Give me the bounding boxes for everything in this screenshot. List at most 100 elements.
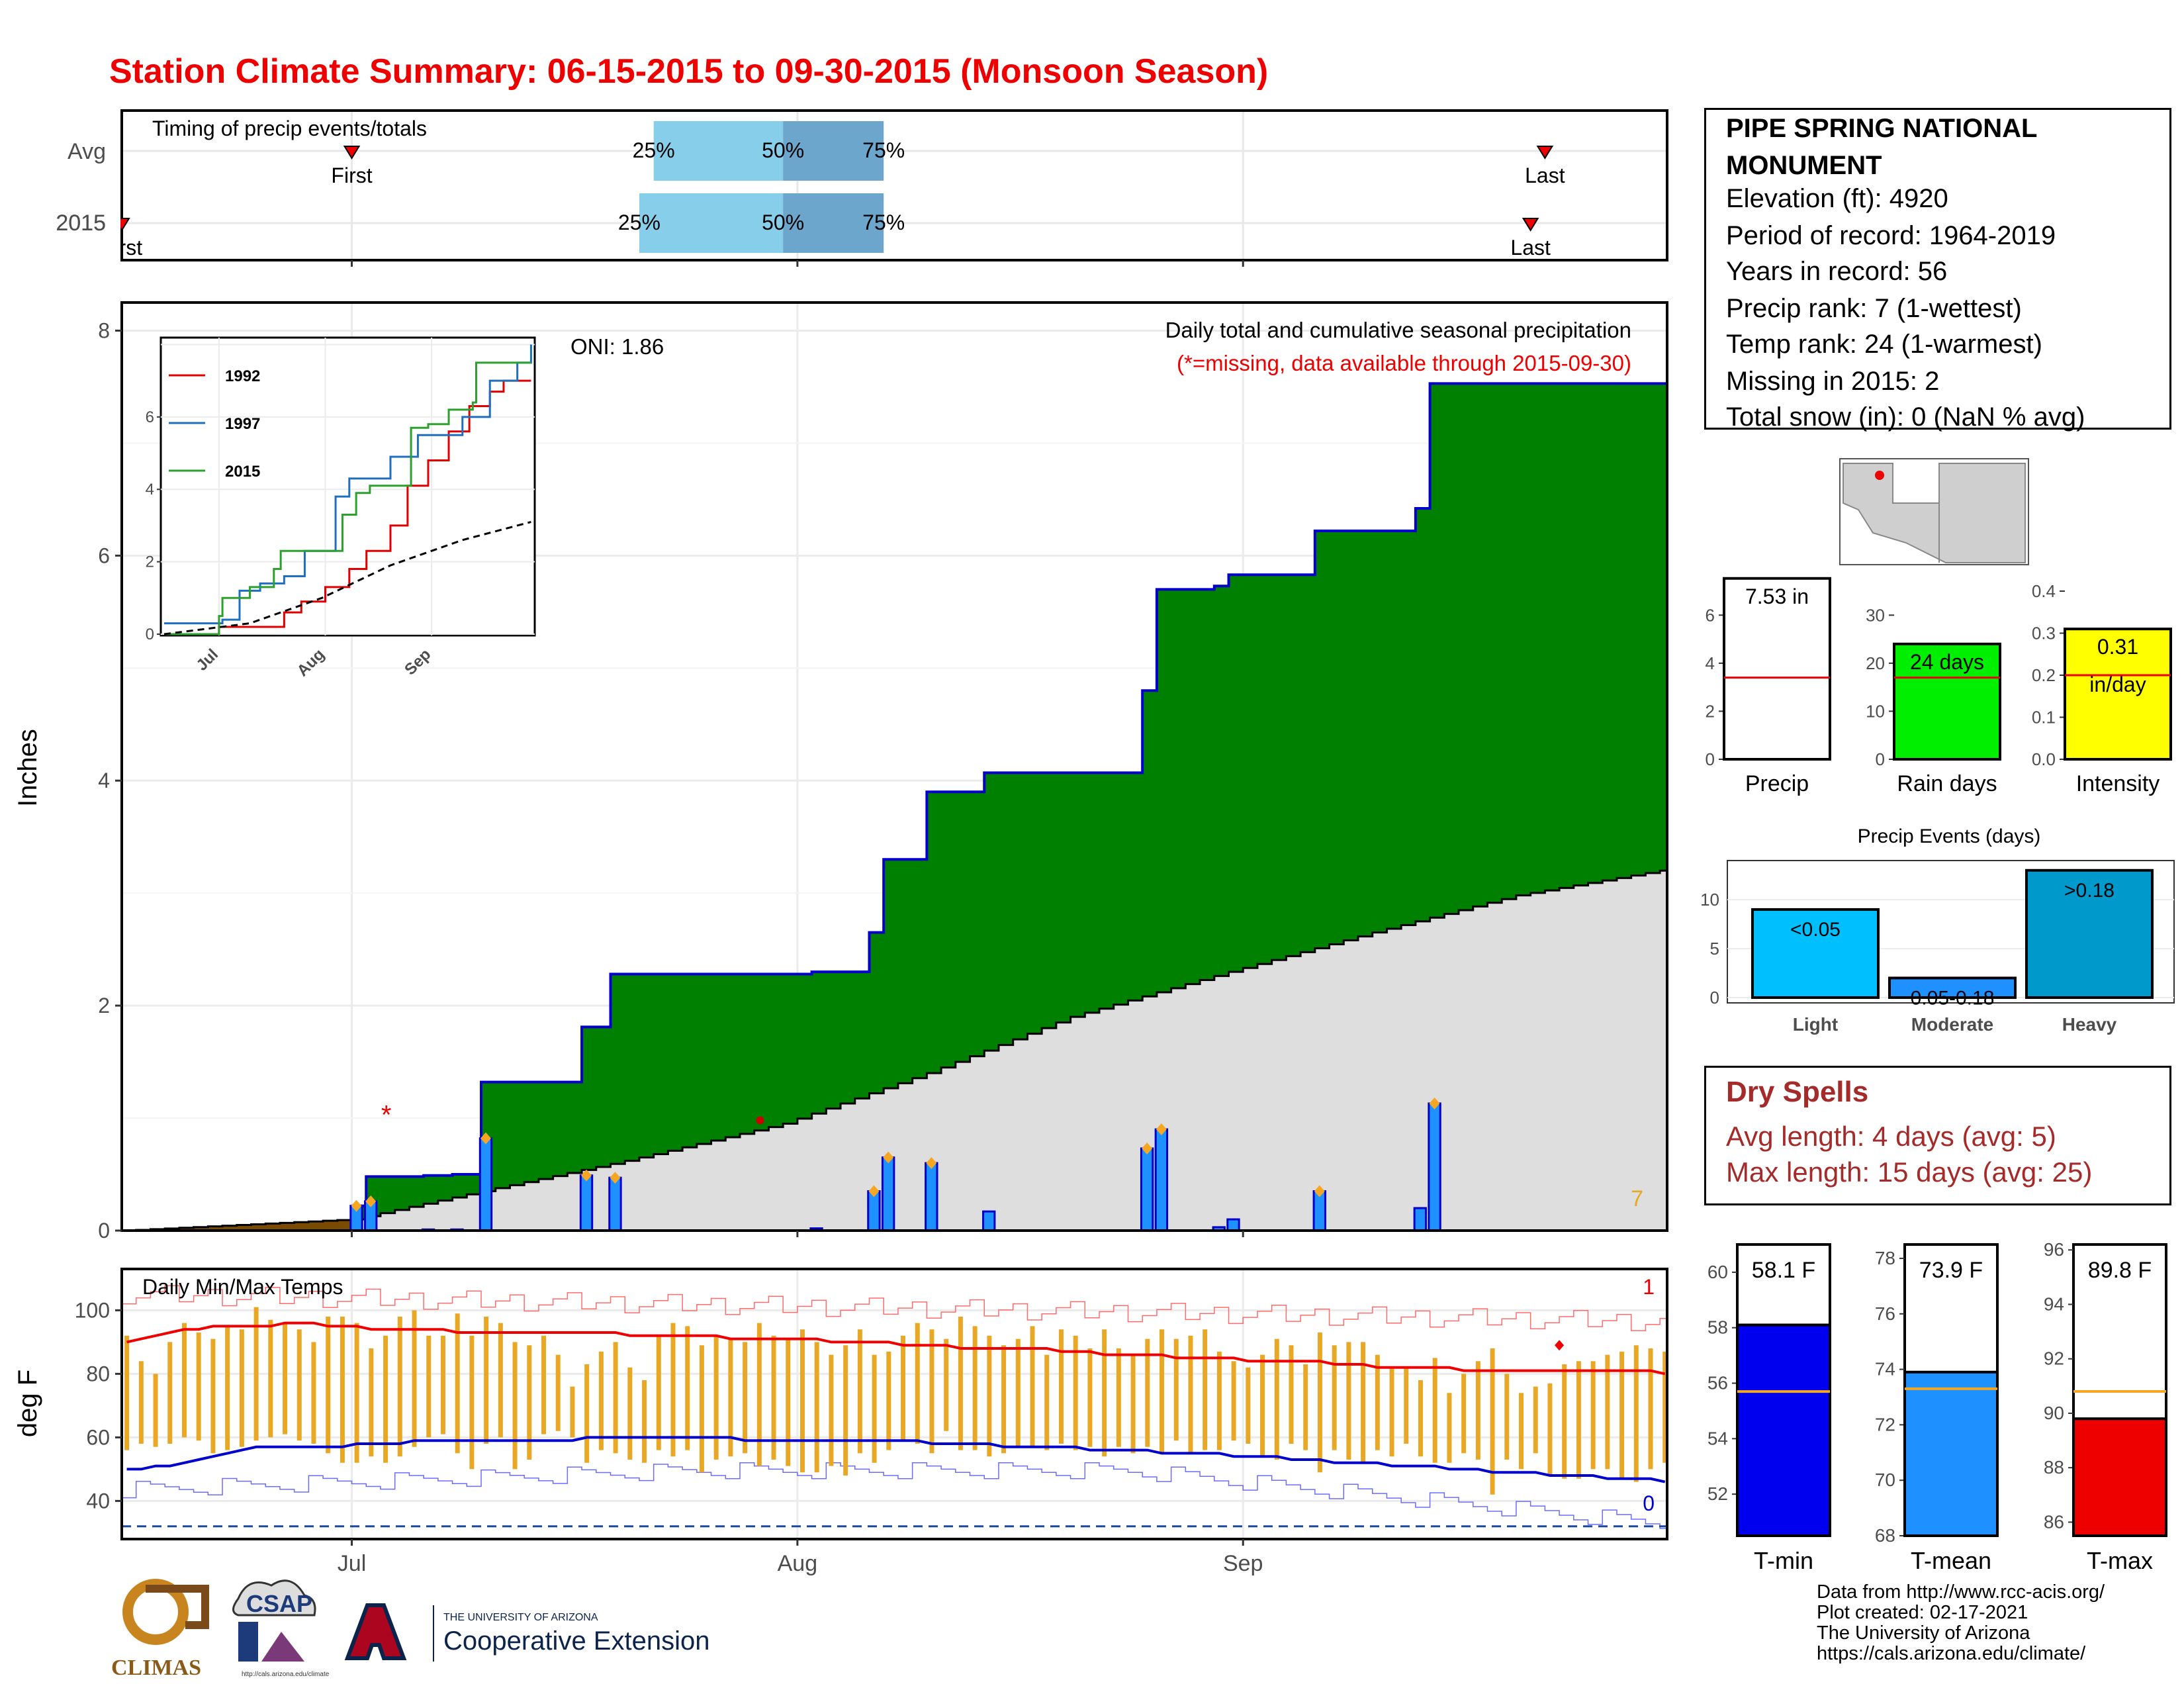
daily-precip-bar: [1140, 1147, 1154, 1232]
timing-pct-50: 50%: [762, 211, 804, 234]
temp-count-min: 0: [1643, 1491, 1655, 1515]
timing-bar-q25-q50: [639, 193, 784, 253]
timing-last-label: Last: [1510, 236, 1551, 259]
temp-summary-bar-T-min: [1736, 1323, 1831, 1537]
mini-ytick-label: 0.4: [2032, 581, 2056, 601]
events-category-label: Heavy: [2062, 1014, 2117, 1035]
inset-ytick-label: 2: [146, 553, 154, 571]
timing-pct-75: 75%: [862, 138, 905, 162]
temp-summary-ytick-label: 92: [2044, 1348, 2064, 1369]
timing-last-label: Last: [1525, 164, 1565, 187]
inset-legend-label: 1992: [225, 367, 260, 385]
inset-average-line: [163, 521, 531, 635]
mini-ytick-label: 0.1: [2032, 708, 2056, 727]
mini-ytick-label: 2: [1706, 701, 1715, 721]
daily-precip-heavy-marker: [581, 1169, 592, 1182]
timing-pct-50: 50%: [762, 138, 804, 162]
station-location-dot: [1875, 471, 1884, 480]
inset-legend-label: 2015: [225, 463, 260, 481]
figure-title: Station Climate Summary: 06-15-2015 to 0…: [109, 52, 1268, 91]
daily-precip-heavy-marker: [351, 1199, 362, 1212]
temp-ytick-label: 60: [86, 1425, 110, 1449]
mini-ytick-label: 30: [1866, 605, 1885, 625]
temp-summary-ytick-label: 60: [1707, 1262, 1728, 1282]
dry-spells-avg: Avg length: 4 days (avg: 5): [1726, 1121, 2056, 1152]
timing-label: Timing of precip events/totals: [152, 117, 427, 140]
mini-bar-value-label: 24 days: [1910, 650, 1984, 674]
events-ytick-label: 0: [1710, 988, 1719, 1008]
temp-ytick-label: 40: [86, 1489, 110, 1513]
temp-summary-category-label: T-min: [1754, 1547, 1813, 1574]
dry-spells-box: Dry Spells Avg length: 4 days (avg: 5) M…: [1704, 1066, 2171, 1205]
station-name-line-2: MONUMENT: [1726, 151, 1882, 180]
month-tick-label: Jul: [338, 1551, 366, 1576]
temp-summary-bar-T-mean: [1903, 1370, 1999, 1538]
events-bar-label: >0.18: [2064, 880, 2115, 902]
temp-summary-category-label: T-mean: [1911, 1547, 1991, 1574]
credit-plot-date: Plot created: 02-17-2021: [1817, 1602, 2028, 1623]
inset-series-line-1992: [164, 379, 531, 635]
temp-summary-ytick-label: 76: [1875, 1303, 1895, 1324]
temp-ylabel: deg F: [13, 1370, 42, 1437]
temp-summary-ytick-label: 54: [1707, 1428, 1728, 1448]
timing-bar-q50-q75: [783, 121, 884, 181]
mini-bar-category-label: Rain days: [1897, 771, 1997, 796]
csap-logo: CSAP http://cals.arizona.edu/climate: [232, 1579, 330, 1678]
mini-ytick-label: 0.3: [2032, 624, 2056, 643]
inset-ytick-label: 4: [146, 481, 154, 498]
station-elevation: Elevation (ft): 4920: [1726, 184, 1948, 213]
station-missing: Missing in 2015: 2: [1726, 367, 1940, 396]
temp-summary-value-label: 89.8 F: [2088, 1258, 2152, 1283]
daily-precip-bar: [579, 1174, 594, 1232]
daily-precip-bar: [1413, 1207, 1428, 1232]
inset-ytick-label: 0: [146, 626, 154, 643]
daily-precip-heavy-marker: [883, 1151, 894, 1164]
timing-pct-25: 25%: [633, 138, 675, 162]
timing-pct-75: 75%: [862, 211, 905, 234]
precip-ytick-label: 2: [98, 994, 110, 1017]
timing-bar-q50-q75: [783, 193, 884, 253]
missing-day-marker: [756, 1116, 764, 1125]
precip-title: Daily total and cumulative seasonal prec…: [1165, 318, 1631, 342]
mini-ytick-label: 4: [1706, 653, 1715, 673]
missing-day-marker: *: [381, 1101, 392, 1130]
mini-ytick-label: 0.0: [2032, 749, 2056, 769]
temp-summary-ytick-label: 94: [2044, 1293, 2064, 1314]
timing-clip-mask: [0, 199, 120, 258]
cumulative-2015-line: [351, 382, 1667, 1207]
mini-bar-Intensity: [2064, 628, 2172, 761]
daily-precip-bar: [1428, 1102, 1441, 1232]
temp-summary-ytick-label: 86: [2044, 1511, 2064, 1532]
credit-url: https://cals.arizona.edu/climate/: [1817, 1643, 2086, 1664]
month-tick-label: Sep: [1223, 1551, 1263, 1576]
timing-row-label-2015: 2015: [56, 211, 106, 236]
daily-precip-heavy-marker: [1156, 1123, 1167, 1136]
events-ytick-label: 10: [1700, 890, 1719, 910]
temp-ytick-label: 100: [75, 1298, 110, 1322]
credit-university: The University of Arizona: [1817, 1622, 2030, 1644]
daily-precip-bar: [1226, 1218, 1240, 1232]
timing-first-marker: [343, 146, 361, 160]
events-bar-label: 0.05-0.18: [1911, 987, 1995, 1009]
temp-summary-ytick-label: 88: [2044, 1457, 2064, 1477]
timing-row-label-2015-front: 2015: [56, 211, 106, 236]
temp-panel-label: Daily Min/Max Temps: [142, 1275, 343, 1299]
average-max-temp-line: [126, 1321, 1666, 1376]
record-max-line: [122, 1285, 1667, 1331]
daily-precip-heavy-marker: [1142, 1142, 1153, 1154]
events-category-label: Light: [1793, 1014, 1838, 1035]
daily-precip-heavy-marker: [1429, 1097, 1440, 1109]
daily-precip-bar: [982, 1210, 996, 1232]
logo-strip: CLIMAS CSAP http://cals.arizona.edu/clim…: [106, 1575, 754, 1681]
mini-bar-category-label: Precip: [1745, 771, 1809, 796]
mini-bar-unit-label: in/day: [2089, 673, 2146, 696]
precip-ytick-label: 0: [98, 1219, 110, 1243]
events-title: Precip Events (days): [1858, 825, 2041, 847]
mini-ytick-label: 10: [1866, 701, 1885, 721]
temp-summary-category-label: T-max: [2087, 1547, 2153, 1574]
mini-bar-value-label: 0.31: [2097, 635, 2138, 659]
climas-logo: CLIMAS: [111, 1579, 209, 1680]
daily-precip-heavy-marker: [365, 1195, 377, 1207]
timing-last-marker: [1536, 146, 1554, 160]
events-bar-Light: [1751, 908, 1880, 1000]
